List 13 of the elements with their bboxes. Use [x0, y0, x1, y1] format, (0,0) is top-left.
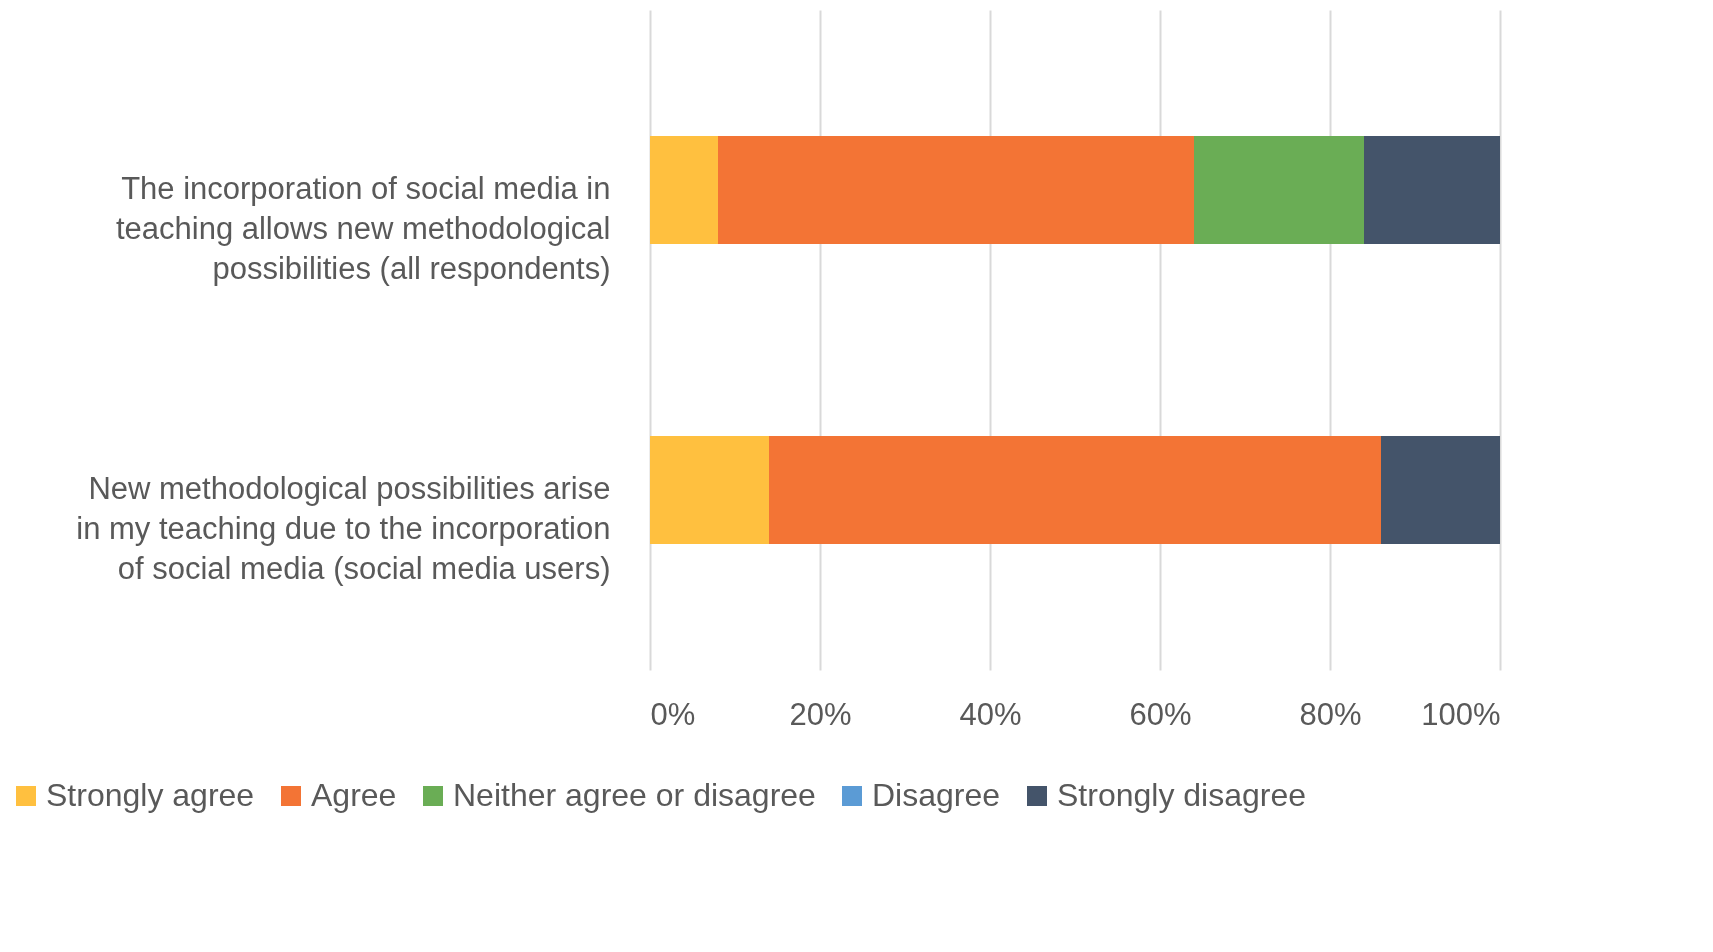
legend-label: Disagree [872, 777, 1001, 813]
legend-label: Agree [311, 777, 397, 813]
x-tick-label: 60% [1129, 696, 1192, 732]
x-tick-label: 40% [959, 696, 1022, 732]
x-tick-label: 0% [650, 696, 696, 732]
x-tick-label: 100% [1421, 696, 1501, 732]
x-tick-label: 20% [789, 696, 852, 732]
x-tick-label: 80% [1299, 696, 1362, 732]
legend-label: Strongly agree [46, 777, 255, 813]
y-tick-label: New methodological possibilities arise in my teaching due to the incorporation of social media (social media users) [76, 471, 611, 586]
legend-label: Neither agree or disagree [453, 777, 816, 813]
legend-label: Strongly disagree [1057, 777, 1307, 813]
y-tick-label: The incorporation of social media in teaching allows new methodological possibilities (all respondents) [115, 171, 611, 286]
